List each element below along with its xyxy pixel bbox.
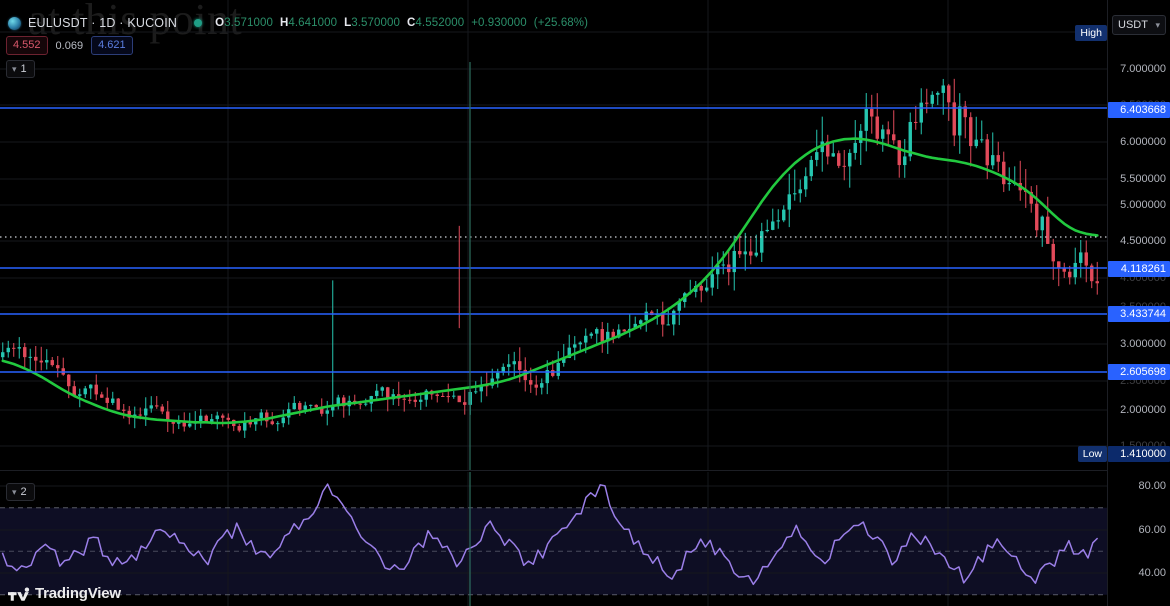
rsi-tick: 80.00: [1138, 480, 1166, 492]
chevron-down-icon[interactable]: ▾: [1155, 19, 1160, 30]
ohlc-values: O3.571000 H4.641000 L3.570000 C4.552000 …: [215, 17, 588, 29]
price-tick: 4.500000: [1120, 235, 1166, 247]
extreme-tag-high: High: [1075, 25, 1107, 41]
indicator-chip-2[interactable]: ▾ 2: [6, 483, 35, 501]
bid-price-badge[interactable]: 4.552: [6, 36, 48, 55]
ohlc-label-h: H: [279, 17, 289, 29]
price-pane[interactable]: [0, 0, 1108, 470]
ohlc-value-o: 3.571000: [224, 17, 273, 29]
price-level-label[interactable]: 1.410000: [1108, 446, 1170, 462]
rsi-tick: 60.00: [1138, 524, 1166, 536]
price-tick: 5.500000: [1120, 173, 1166, 185]
ohlc-label-o: O: [215, 17, 225, 29]
price-level-label[interactable]: 2.605698: [1108, 364, 1170, 380]
chevron-down-icon[interactable]: ▾: [12, 63, 17, 74]
market-open-dot-icon: [194, 19, 203, 27]
ask-price-badge[interactable]: 4.621: [91, 36, 133, 55]
rsi-tick: 40.00: [1138, 567, 1166, 579]
ohlc-label-c: C: [407, 17, 416, 29]
price-tick: 3.000000: [1120, 338, 1166, 350]
price-tick: 6.000000: [1120, 136, 1166, 148]
currency-selector[interactable]: USDT ▾: [1112, 15, 1166, 35]
tradingview-logo-icon: [8, 587, 30, 601]
price-tick: 2.000000: [1120, 404, 1166, 416]
price-level-label[interactable]: 3.433744: [1108, 306, 1170, 322]
background-watermark-text: at this point: [28, 0, 243, 44]
currency-selector-value: USDT: [1118, 19, 1148, 31]
indicator-chip-1[interactable]: ▾ 1: [6, 60, 35, 78]
price-level-label[interactable]: 6.403668: [1108, 102, 1170, 118]
chart-legend: EULUSDT · 1D · KUCOIN O3.571000 H4.64100…: [8, 16, 588, 30]
price-tick: 5.000000: [1120, 199, 1166, 211]
indicator-chip-1-label: 1: [20, 63, 27, 75]
pane-separator: [0, 470, 1170, 471]
indicator-chip-2-label: 2: [20, 486, 27, 498]
price-axis[interactable]: 7.5000007.0000006.5000006.0000005.500000…: [1107, 0, 1170, 606]
ohlc-value-l: 3.570000: [351, 17, 401, 29]
tradingview-watermark: TradingView: [8, 585, 121, 602]
rsi-pane[interactable]: [0, 472, 1108, 606]
symbol-title[interactable]: EULUSDT · 1D · KUCOIN: [28, 16, 178, 30]
spread-value: 0.069: [55, 39, 84, 52]
ohlc-value-h: 4.641000: [288, 17, 338, 29]
chevron-down-icon[interactable]: ▾: [12, 486, 17, 497]
tradingview-watermark-text: TradingView: [35, 585, 121, 602]
change-percent: (+25.68%): [533, 17, 589, 29]
price-tick: 7.000000: [1120, 63, 1166, 75]
coin-icon: [8, 16, 21, 30]
ohlc-value-c: 4.552000: [415, 17, 465, 29]
ohlc-label-l: L: [344, 17, 352, 29]
quote-bar: 4.552 0.069 4.621: [6, 36, 133, 55]
change-absolute: +0.930000: [471, 17, 527, 29]
price-level-label[interactable]: 4.118261: [1108, 261, 1170, 277]
extreme-tag-low: Low: [1077, 446, 1107, 462]
